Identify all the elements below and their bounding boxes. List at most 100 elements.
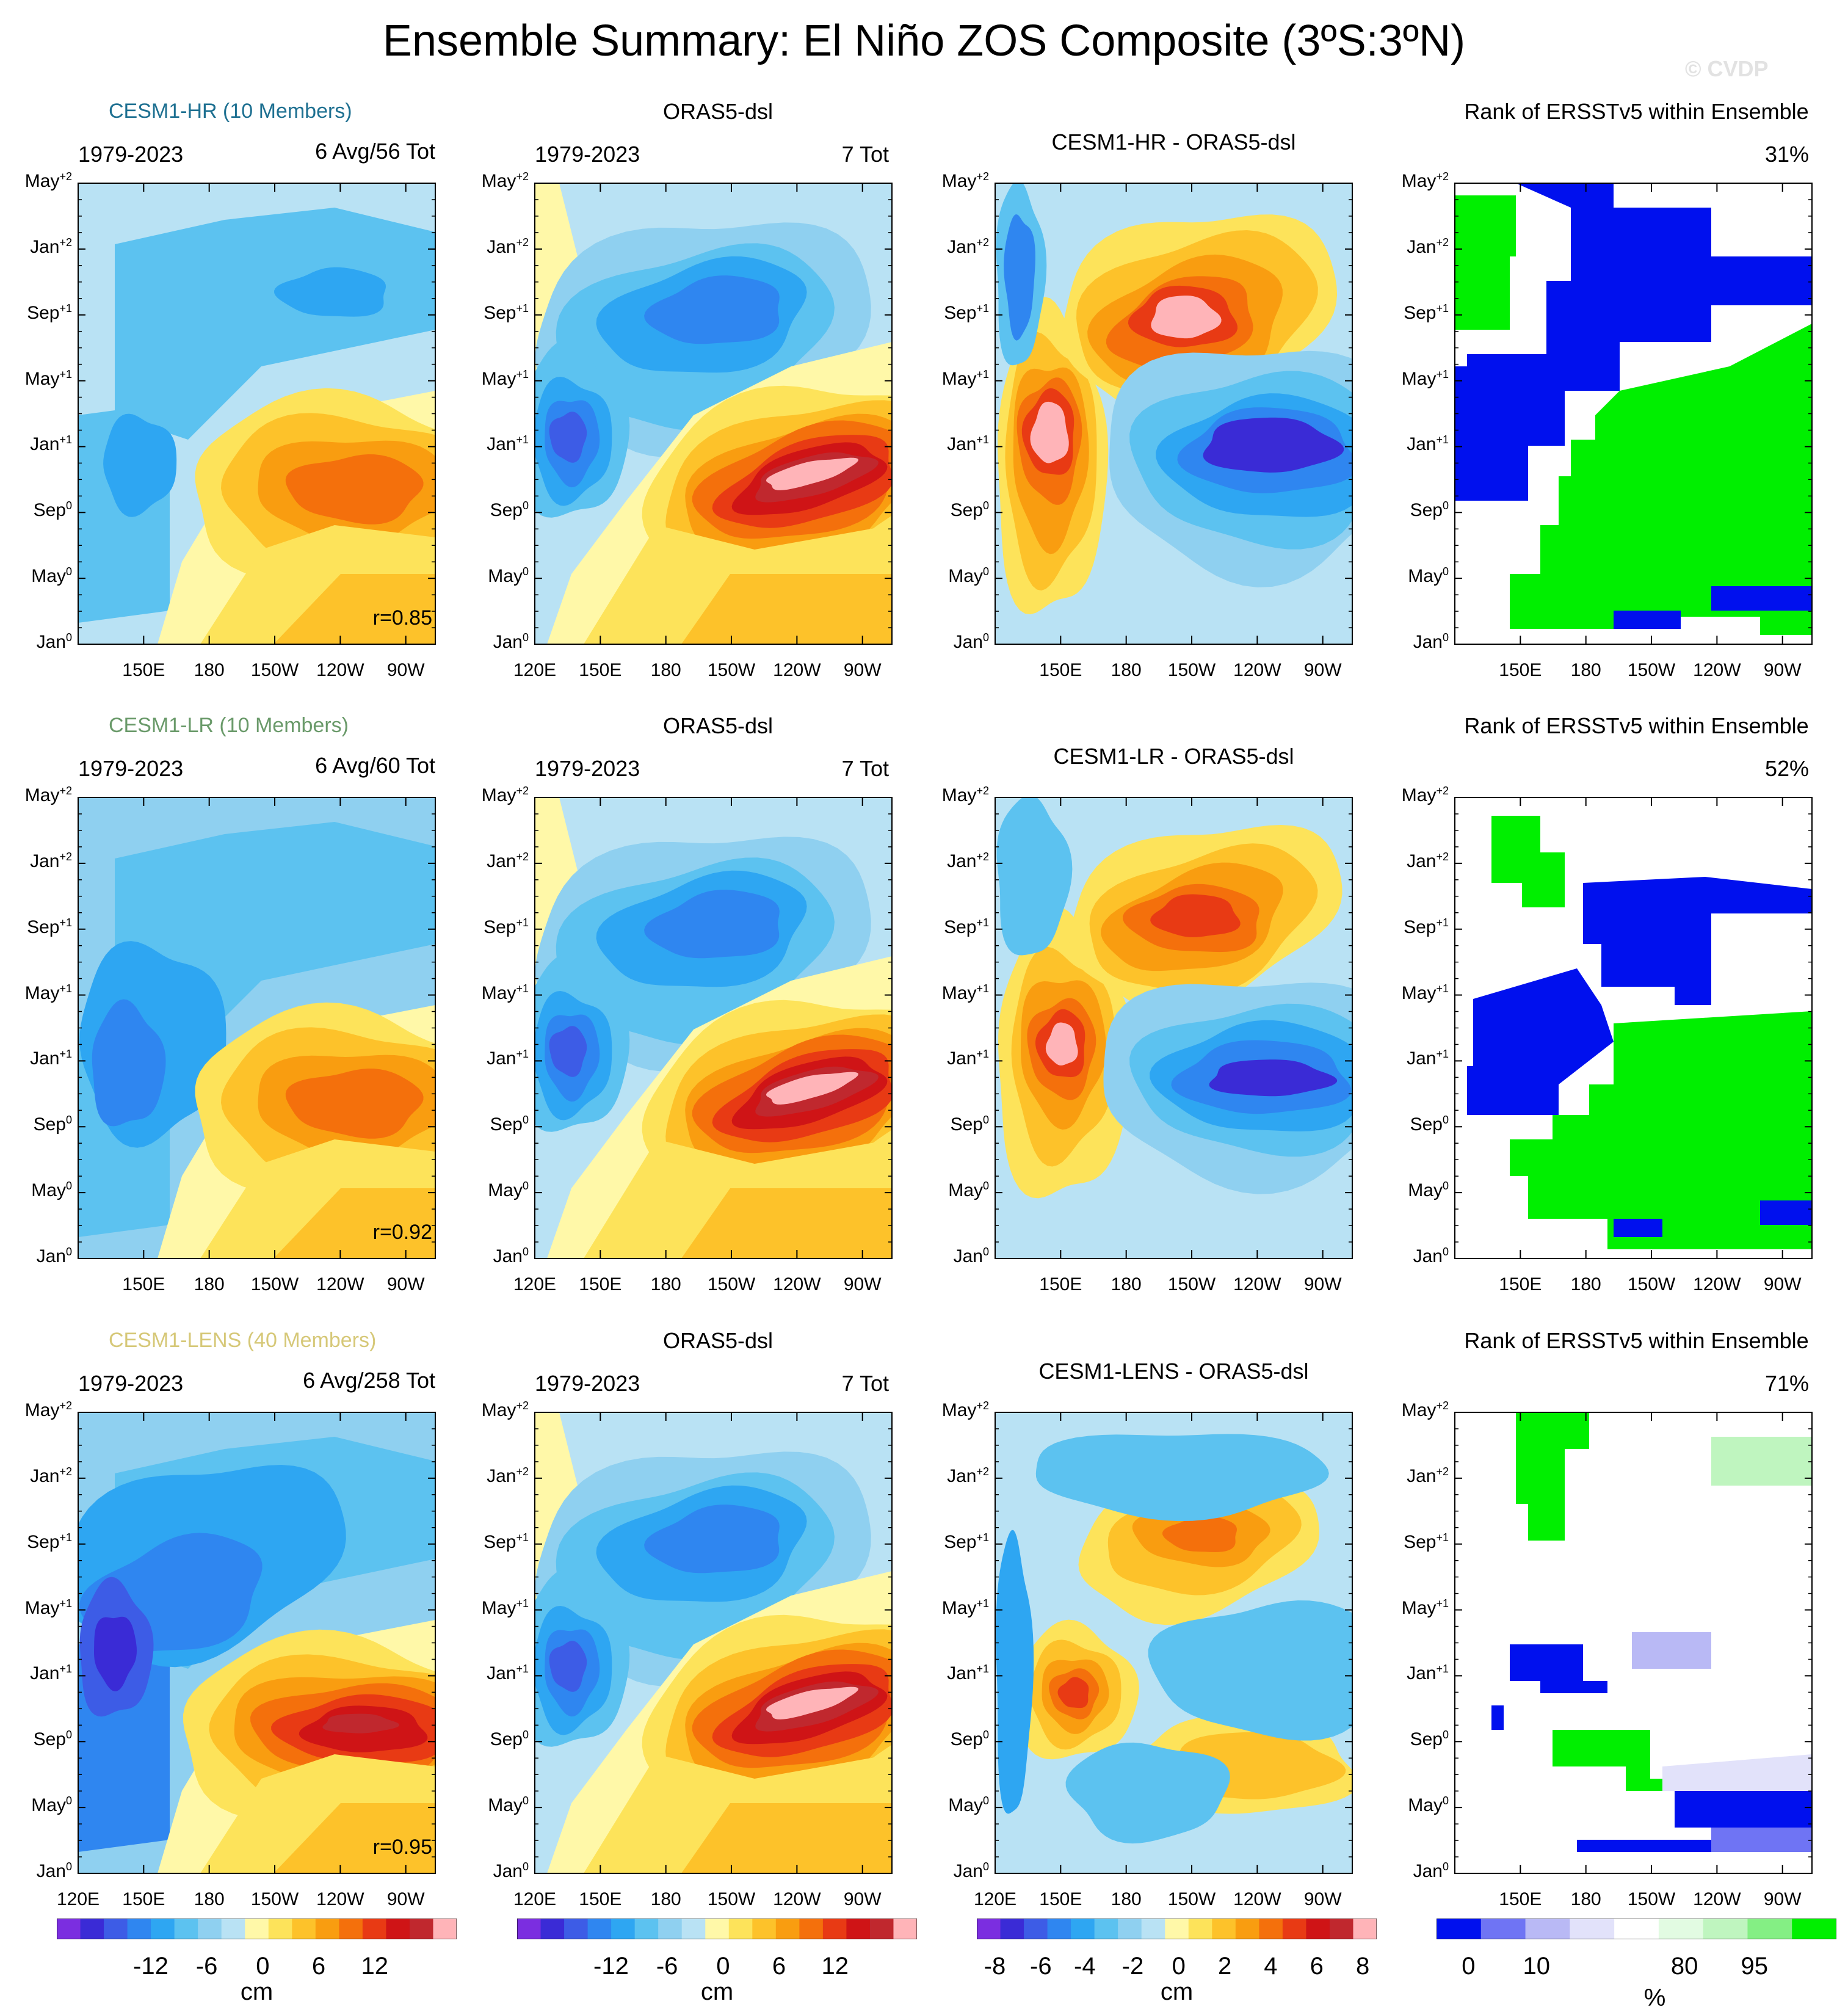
obs-title: ORAS5-dsl <box>663 1328 774 1353</box>
colorbar-tick-label: -6 <box>195 1953 218 1980</box>
colorbar-swatch <box>386 1919 410 1939</box>
colorbar-tick-label: 0 <box>716 1953 730 1980</box>
x-tick-label: 180 <box>194 660 225 680</box>
y-tick-label: Jan+2 <box>947 850 989 871</box>
colorbar-swatch <box>104 1919 128 1939</box>
colorbar-swatch <box>611 1919 636 1939</box>
y-tick-label: May0 <box>488 1180 529 1201</box>
colorbar-4 <box>1437 1919 1836 1939</box>
colorbar-1 <box>57 1919 457 1939</box>
colorbar-swatch <box>292 1919 316 1939</box>
x-tick-label: 150W <box>707 660 756 680</box>
colorbar-swatch <box>1747 1919 1792 1939</box>
colorbar-swatch <box>245 1919 269 1939</box>
x-tick-label: 180 <box>194 1889 225 1909</box>
model-hovmoller-panel <box>78 183 436 645</box>
obs-count: 7 Tot <box>841 1371 889 1396</box>
colorbar-swatch <box>752 1919 777 1939</box>
x-tick-label: 150E <box>1499 660 1542 680</box>
obs-title: ORAS5-dsl <box>663 99 774 124</box>
colorbar-swatch <box>540 1919 565 1939</box>
y-tick-label: Sep+1 <box>27 916 72 937</box>
diff-title: CESM1-HR - ORAS5-dsl <box>1051 129 1296 154</box>
y-tick-label: Jan+1 <box>30 1048 72 1069</box>
colorbar-tick-label: 95 <box>1741 1953 1768 1980</box>
colorbar-swatch <box>893 1919 917 1939</box>
colorbar-swatch <box>1525 1919 1570 1939</box>
contour-field <box>995 1412 1352 1873</box>
y-tick-label: May0 <box>31 1180 72 1201</box>
diff-hovmoller-panel <box>995 183 1353 645</box>
colorbar-swatch <box>681 1919 706 1939</box>
rank-percent: 31% <box>1764 142 1809 167</box>
colorbar-tick-label: -12 <box>133 1953 168 1980</box>
x-tick-label: 120W <box>1233 660 1281 680</box>
x-tick-label: 90W <box>1763 660 1802 680</box>
y-tick-label: Sep0 <box>490 1729 529 1750</box>
y-tick-label: May+2 <box>941 785 989 805</box>
y-tick-label: May+2 <box>481 1400 529 1420</box>
y-tick-label: May+1 <box>1401 982 1449 1003</box>
y-tick-label: Jan+2 <box>487 1465 529 1486</box>
x-tick-label: 120W <box>316 660 364 680</box>
diff-hovmoller-panel <box>995 1412 1353 1874</box>
y-tick-label: Sep+1 <box>27 302 72 323</box>
contour-field <box>535 797 892 1258</box>
colorbar-tick-label: 12 <box>821 1953 849 1980</box>
colorbar-unit-label: cm <box>1160 1978 1194 2005</box>
y-tick-label: Jan+2 <box>1407 850 1449 871</box>
y-tick-label: Jan+1 <box>947 434 989 455</box>
x-tick-label: 150E <box>122 660 165 680</box>
colorbar-swatch <box>1000 1919 1024 1939</box>
colorbar-swatch <box>1614 1919 1659 1939</box>
y-tick-label: Sep0 <box>950 1729 989 1750</box>
y-tick-label: Jan+1 <box>1407 1048 1449 1069</box>
y-tick-label: Jan0 <box>953 1861 989 1881</box>
x-tick-label: 120E <box>513 1889 557 1909</box>
colorbar-swatch <box>869 1919 894 1939</box>
colorbar-swatch <box>1306 1919 1330 1939</box>
colorbar-swatch <box>1703 1919 1748 1939</box>
x-tick-label: 90W <box>843 660 882 680</box>
x-tick-label: 120W <box>1233 1889 1281 1909</box>
y-tick-label: Jan+1 <box>30 1663 72 1684</box>
y-tick-label: May+2 <box>24 170 72 191</box>
colorbar-unit-label: % <box>1643 1984 1666 2011</box>
y-tick-label: May+2 <box>941 170 989 191</box>
y-tick-label: May+2 <box>1401 170 1449 191</box>
colorbar-tick-label: -6 <box>656 1953 678 1980</box>
obs-hovmoller-panel <box>534 1412 893 1874</box>
model-count: 6 Avg/56 Tot <box>315 139 435 164</box>
colorbar-tick-label: -6 <box>1030 1953 1052 1980</box>
obs-count: 7 Tot <box>841 756 889 781</box>
y-tick-label: May+2 <box>941 1400 989 1420</box>
x-tick-label: 150W <box>1167 1889 1216 1909</box>
page-title: Ensemble Summary: El Niño ZOS Composite … <box>382 16 1466 65</box>
y-tick-label: May+1 <box>24 368 72 389</box>
obs-count: 7 Tot <box>841 142 889 167</box>
x-tick-label: 120W <box>316 1274 364 1294</box>
x-tick-label: 150W <box>1627 1274 1676 1294</box>
colorbar-swatch <box>799 1919 824 1939</box>
y-tick-label: Jan+1 <box>947 1663 989 1684</box>
x-tick-label: 150W <box>250 1889 299 1909</box>
colorbar-swatch <box>151 1919 175 1939</box>
colorbar-swatch <box>1188 1919 1212 1939</box>
contour-field <box>1455 183 1812 644</box>
colorbar-swatch <box>127 1919 151 1939</box>
x-tick-label: 90W <box>1303 660 1342 680</box>
x-tick-label: 150W <box>1627 1889 1676 1909</box>
x-tick-label: 90W <box>386 1889 425 1909</box>
colorbar-2 <box>517 1919 917 1939</box>
y-tick-label: Jan+2 <box>947 1465 989 1486</box>
colorbar-swatch <box>705 1919 730 1939</box>
x-tick-label: 150W <box>250 660 299 680</box>
x-tick-label: 90W <box>1763 1274 1802 1294</box>
colorbar-swatch <box>1165 1919 1189 1939</box>
x-tick-label: 180 <box>194 1274 225 1294</box>
colorbar-swatch <box>1792 1919 1836 1939</box>
colorbar-tick-label: -12 <box>593 1953 629 1980</box>
rank-percent: 52% <box>1764 756 1809 781</box>
colorbar-swatch <box>1212 1919 1236 1939</box>
y-tick-label: May0 <box>1408 1795 1449 1816</box>
